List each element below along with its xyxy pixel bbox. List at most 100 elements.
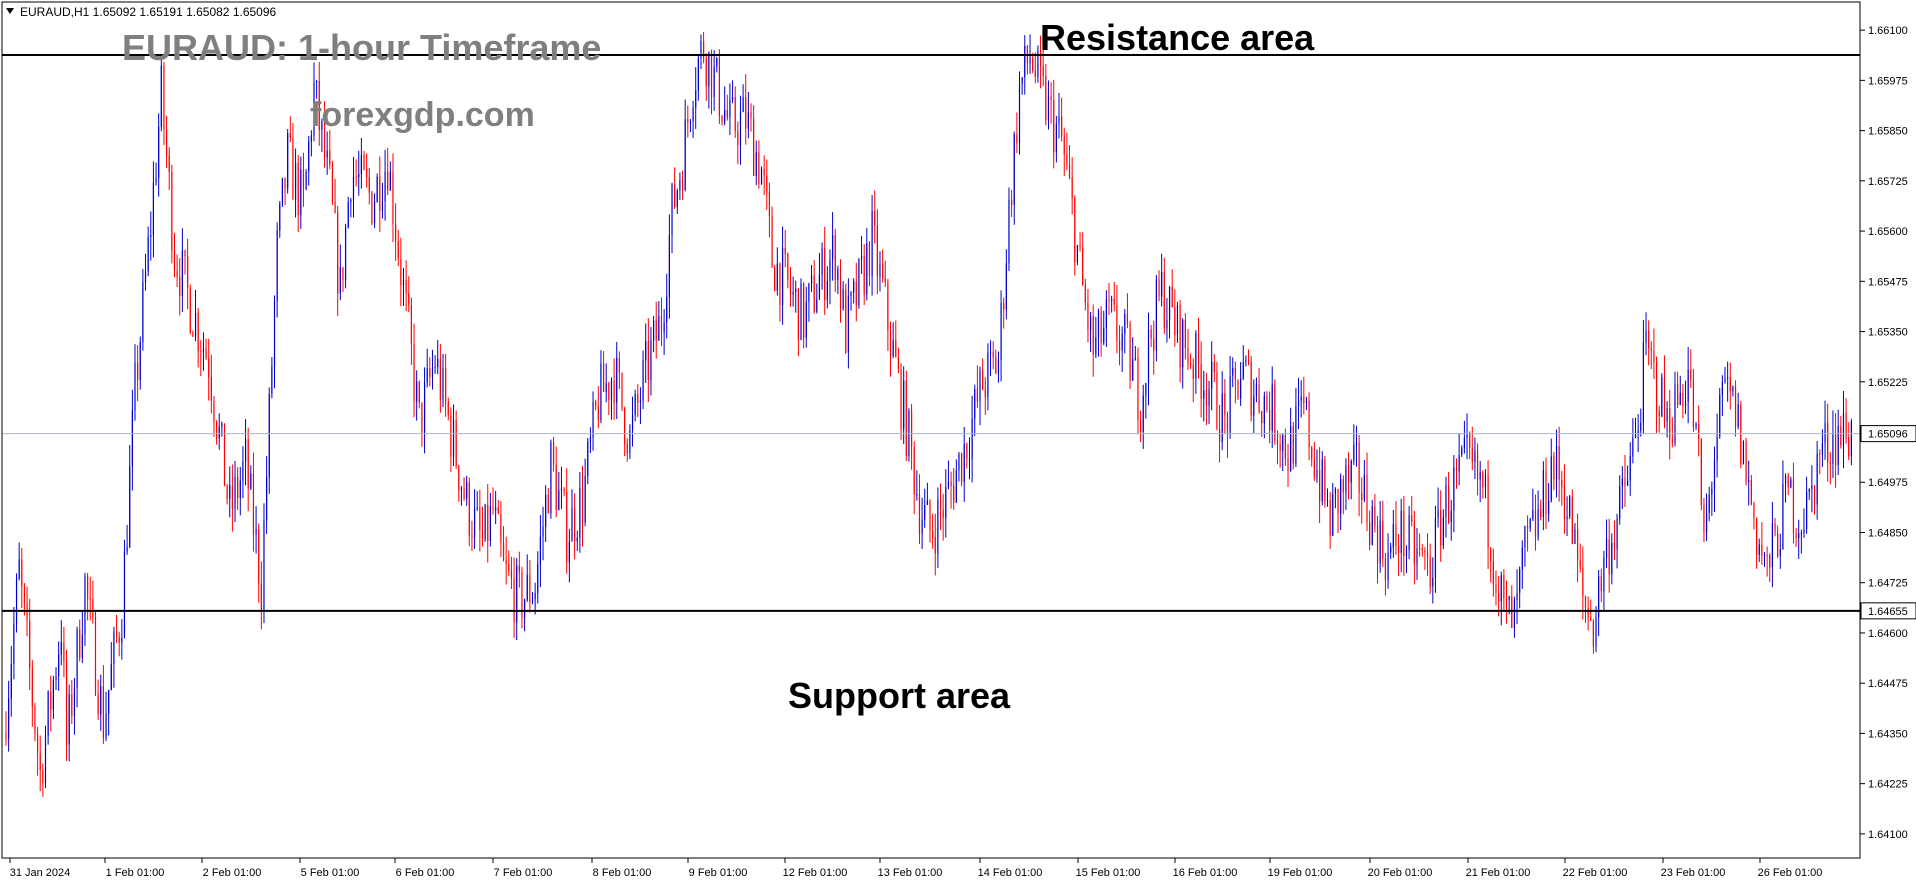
candle-body [1798, 533, 1800, 539]
candle-body [163, 65, 165, 130]
candle-body [895, 340, 897, 358]
candle-body [455, 419, 457, 466]
candle-body [942, 510, 944, 518]
candle-body [1045, 76, 1047, 121]
candle-body [666, 296, 668, 323]
candle-body [223, 423, 226, 487]
candle-body [1713, 460, 1716, 489]
candle-body [1779, 549, 1781, 557]
candle-body [179, 276, 181, 296]
candle-body [1016, 134, 1018, 144]
candle-body [1316, 470, 1318, 478]
candle-body [947, 481, 950, 488]
candle-body [450, 415, 452, 457]
candle-body [1018, 84, 1021, 144]
candle-body [726, 109, 728, 118]
candle-body [1226, 414, 1229, 435]
price-tick-label: 1.64975 [1868, 477, 1908, 489]
candle-body [1548, 500, 1550, 514]
candle-body [18, 559, 20, 580]
candle-body [921, 519, 923, 534]
candle-body [263, 520, 265, 611]
candle-body [1616, 518, 1618, 549]
candle-body [1405, 550, 1408, 556]
candle-body [1042, 65, 1044, 77]
candle-body [395, 223, 397, 242]
candle-body [868, 243, 871, 276]
candle-body [1376, 525, 1379, 564]
candle-body [531, 599, 534, 603]
price-tick-label: 1.64655 [1868, 606, 1908, 618]
candle-body [1455, 467, 1458, 472]
candle-body [1727, 377, 1729, 379]
candle-body [581, 488, 584, 523]
candle-body [1124, 314, 1126, 334]
candle-body [1290, 426, 1292, 471]
candle-body [960, 453, 963, 482]
candle-body [502, 542, 505, 561]
candle-body [1829, 462, 1831, 464]
candle-body [287, 133, 289, 189]
candle-body [813, 275, 815, 312]
candle-body [1476, 450, 1479, 480]
candle-body [1153, 338, 1155, 351]
candle-body [334, 201, 336, 213]
candle-body [958, 453, 960, 471]
candle-body [1000, 303, 1002, 361]
candle-body [1390, 547, 1392, 553]
candle-body [489, 506, 491, 541]
candle-body [1084, 285, 1086, 303]
candle-body [1447, 485, 1450, 523]
candle-body [437, 358, 439, 368]
candle-body [368, 177, 370, 193]
candle-body [400, 258, 402, 286]
candle-body [215, 422, 218, 439]
candle-body [1608, 539, 1610, 575]
candle-body [824, 248, 826, 300]
candle-body [244, 439, 247, 462]
candle-body [21, 559, 23, 586]
candle-body [703, 41, 705, 59]
candle-body [918, 494, 921, 534]
candle-body [1392, 524, 1394, 548]
price-marker-box [1860, 602, 1916, 620]
candle-body [1663, 377, 1666, 422]
candle-body [971, 418, 973, 459]
candle-body [526, 574, 528, 600]
candle-body [139, 342, 141, 380]
candle-body [1442, 516, 1444, 546]
candle-body [234, 476, 236, 509]
time-axis[interactable]: 31 Jan 2024 1 Feb 01:00 2 Feb 01:00 5 Feb 0… [9, 858, 1823, 879]
candle-body [1024, 46, 1026, 78]
candle-body [897, 357, 900, 369]
candle-body [442, 367, 444, 400]
candle-body [545, 494, 547, 527]
candle-body [1166, 320, 1168, 329]
candle-body [1687, 369, 1689, 402]
candle-body [1745, 441, 1747, 483]
candle-body [1190, 363, 1192, 365]
candle-body [1021, 77, 1023, 85]
candle-body [1669, 408, 1671, 440]
candle-body [344, 227, 347, 281]
candle-body [771, 215, 773, 268]
candle-body [1503, 575, 1505, 599]
price-axis[interactable]: 1.66100 1.65975 1.65850 1.65725 1.65600 1.654… [1860, 25, 1916, 841]
candle-body [1558, 446, 1560, 481]
candle-body [1145, 383, 1147, 396]
candle-body [221, 423, 223, 427]
candle-body [876, 225, 878, 277]
candle-body [1671, 439, 1673, 443]
candle-body [1716, 436, 1718, 461]
candle-body [655, 320, 657, 341]
candle-body [1326, 500, 1329, 502]
candle-body [1111, 299, 1113, 301]
candle-body [1200, 363, 1202, 399]
collapse-triangle-icon[interactable] [6, 8, 14, 14]
candle-body [903, 380, 905, 429]
candle-body [1600, 576, 1602, 592]
candle-body [1066, 154, 1068, 165]
candle-body [1524, 526, 1526, 548]
